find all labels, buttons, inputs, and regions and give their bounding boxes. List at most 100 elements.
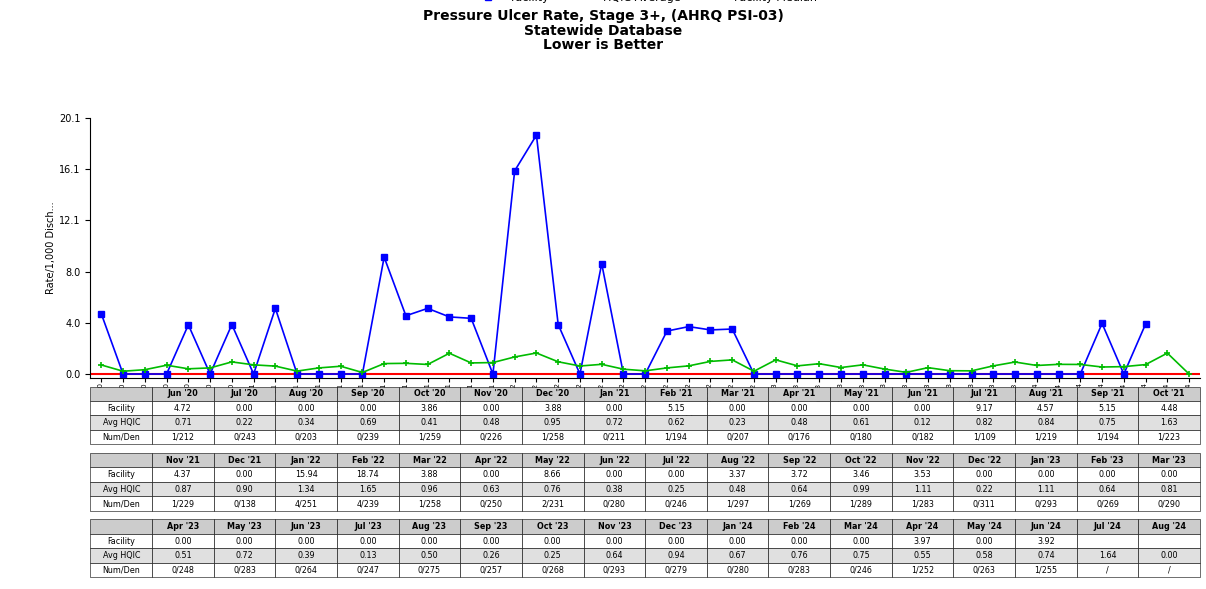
- Bar: [830, 562, 891, 577]
- Text: 0.00: 0.00: [791, 537, 808, 545]
- Text: 0/283: 0/283: [788, 565, 810, 574]
- Bar: [645, 468, 707, 482]
- Text: 0.25: 0.25: [667, 485, 685, 494]
- Text: 0/293: 0/293: [603, 565, 626, 574]
- Text: Aug '21: Aug '21: [1029, 389, 1062, 398]
- Text: 2/231: 2/231: [541, 499, 564, 508]
- Text: 0.64: 0.64: [791, 485, 808, 494]
- Bar: [1138, 562, 1200, 577]
- Bar: [90, 468, 152, 482]
- Text: 0/290: 0/290: [1158, 499, 1181, 508]
- Bar: [891, 534, 954, 548]
- Text: 0.63: 0.63: [482, 485, 499, 494]
- Text: 0.00: 0.00: [236, 537, 253, 545]
- Text: 0.82: 0.82: [976, 418, 993, 427]
- Bar: [336, 468, 399, 482]
- Text: 1/219: 1/219: [1035, 432, 1058, 442]
- Text: 0/280: 0/280: [726, 565, 749, 574]
- Text: 0/279: 0/279: [665, 565, 687, 574]
- Text: 1/194: 1/194: [665, 432, 687, 442]
- Text: Oct '20: Oct '20: [414, 389, 445, 398]
- Bar: [1138, 519, 1200, 534]
- Bar: [584, 534, 645, 548]
- Text: Num/Den: Num/Den: [103, 432, 140, 442]
- Text: 1.63: 1.63: [1160, 418, 1178, 427]
- Bar: [891, 482, 954, 497]
- Bar: [768, 401, 830, 415]
- Bar: [584, 453, 645, 468]
- Text: Avg HQIC: Avg HQIC: [103, 551, 140, 560]
- Text: Avg HQIC: Avg HQIC: [103, 418, 140, 427]
- Bar: [1077, 453, 1138, 468]
- Text: Oct '21: Oct '21: [1153, 389, 1185, 398]
- Bar: [645, 401, 707, 415]
- Bar: [1077, 497, 1138, 511]
- Bar: [1015, 401, 1077, 415]
- Text: 3.92: 3.92: [1037, 537, 1055, 545]
- Text: Oct '22: Oct '22: [845, 456, 877, 465]
- Bar: [830, 401, 891, 415]
- Text: Jan '24: Jan '24: [722, 522, 753, 531]
- Text: 0.96: 0.96: [421, 485, 438, 494]
- Bar: [768, 468, 830, 482]
- Text: 3.72: 3.72: [790, 470, 808, 479]
- Bar: [152, 534, 213, 548]
- Bar: [522, 453, 584, 468]
- Bar: [584, 562, 645, 577]
- Text: 1/259: 1/259: [418, 432, 441, 442]
- Bar: [768, 519, 830, 534]
- Text: Mar '23: Mar '23: [1152, 456, 1185, 465]
- Bar: [522, 386, 584, 401]
- Bar: [275, 453, 336, 468]
- Bar: [275, 482, 336, 497]
- Text: 0/275: 0/275: [418, 565, 441, 574]
- Bar: [768, 430, 830, 444]
- Bar: [954, 482, 1015, 497]
- Bar: [213, 519, 275, 534]
- Text: 3.86: 3.86: [421, 403, 438, 413]
- Bar: [954, 401, 1015, 415]
- Text: Jul '21: Jul '21: [971, 389, 999, 398]
- Bar: [213, 562, 275, 577]
- Bar: [399, 430, 461, 444]
- Text: 0.13: 0.13: [359, 551, 376, 560]
- Bar: [522, 468, 584, 482]
- Bar: [461, 415, 522, 430]
- Text: May '23: May '23: [227, 522, 262, 531]
- Bar: [1077, 468, 1138, 482]
- Bar: [645, 386, 707, 401]
- Text: 0.99: 0.99: [853, 485, 870, 494]
- Text: Lower is Better: Lower is Better: [543, 38, 663, 52]
- Bar: [645, 534, 707, 548]
- Bar: [891, 453, 954, 468]
- Bar: [1015, 482, 1077, 497]
- Text: Nov '23: Nov '23: [597, 522, 631, 531]
- Bar: [213, 534, 275, 548]
- Text: 0.71: 0.71: [174, 418, 192, 427]
- Text: 0.00: 0.00: [421, 537, 438, 545]
- Bar: [707, 401, 768, 415]
- Bar: [707, 519, 768, 534]
- Bar: [1138, 453, 1200, 468]
- Text: 0.76: 0.76: [790, 551, 808, 560]
- Text: Aug '20: Aug '20: [289, 389, 323, 398]
- Bar: [954, 562, 1015, 577]
- Bar: [1077, 430, 1138, 444]
- Text: 0.00: 0.00: [976, 470, 993, 479]
- Bar: [152, 519, 213, 534]
- Bar: [584, 401, 645, 415]
- Bar: [1015, 497, 1077, 511]
- Bar: [336, 482, 399, 497]
- Text: 0.67: 0.67: [728, 551, 747, 560]
- Text: 0/246: 0/246: [849, 565, 872, 574]
- Bar: [1138, 386, 1200, 401]
- Text: Apr '22: Apr '22: [475, 456, 508, 465]
- Bar: [830, 453, 891, 468]
- Text: 0/248: 0/248: [171, 565, 194, 574]
- Bar: [954, 468, 1015, 482]
- Bar: [954, 548, 1015, 562]
- Bar: [213, 497, 275, 511]
- Text: Nov '20: Nov '20: [474, 389, 508, 398]
- Text: 4.48: 4.48: [1160, 403, 1178, 413]
- Bar: [584, 386, 645, 401]
